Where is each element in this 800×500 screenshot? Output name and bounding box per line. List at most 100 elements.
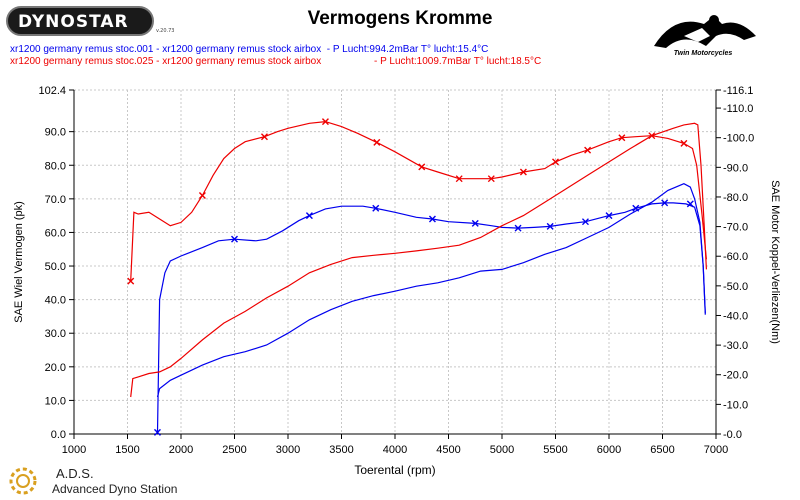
- data-point-blue: [605, 212, 613, 220]
- y-right-tick-label: -60.0: [723, 251, 748, 263]
- series-line-0: [156, 202, 706, 433]
- data-point-blue: [153, 428, 161, 436]
- marker-stroke: [373, 138, 381, 146]
- x-axis-title: Toerental (rpm): [354, 463, 435, 477]
- data-point-blue: [428, 215, 436, 223]
- x-tick-label: 3000: [276, 444, 300, 456]
- y-left-tick-label: 102.4: [38, 85, 66, 97]
- marker-stroke: [198, 191, 206, 199]
- data-point-red: [127, 277, 135, 285]
- chart-labels: 0.0 10.0 20.0 30.0 40.0 50.0 60.0 70.0 80.0 90.0 1…: [13, 85, 781, 477]
- marker-stroke: [487, 175, 495, 183]
- software-version: v.20.73: [156, 28, 175, 34]
- marker-stroke: [153, 428, 161, 436]
- chart-series: [130, 120, 707, 433]
- data-point-blue: [305, 212, 313, 220]
- marker-stroke: [519, 168, 527, 176]
- y-right-tick-label: -50.0: [723, 281, 748, 293]
- data-point-blue: [581, 218, 589, 226]
- y-right-tick-label: -100.0: [723, 133, 754, 145]
- x-tick-label: 5000: [490, 444, 514, 456]
- data-point-red: [618, 134, 626, 142]
- marker-stroke: [632, 204, 640, 212]
- marker-stroke: [471, 219, 479, 227]
- y-right-tick-label: -30.0: [723, 340, 748, 352]
- y-left-tick-label: 30.0: [45, 328, 66, 340]
- marker-stroke: [680, 139, 688, 147]
- y-right-tick-label: -40.0: [723, 310, 748, 322]
- dynostar-logo: DYNOSTAR: [6, 6, 154, 36]
- marker-stroke: [260, 133, 268, 141]
- marker-stroke: [581, 218, 589, 226]
- y-right-tick-label: -20.0: [723, 370, 748, 382]
- brand-text: Twin Motorcycles: [673, 50, 733, 57]
- data-point-red: [418, 163, 426, 171]
- marker-stroke: [584, 146, 592, 154]
- y-right-tick-label: -90.0: [723, 162, 748, 174]
- data-point-red: [321, 118, 329, 126]
- chart-markers: [127, 118, 694, 436]
- marker-stroke: [648, 132, 656, 140]
- legend-run-2: xr1200 germany remus stoc.025 - xr1200 g…: [10, 56, 542, 67]
- marker-stroke: [552, 158, 559, 166]
- company-name: Advanced Dyno Station: [52, 482, 178, 496]
- x-tick-label: 4000: [383, 444, 407, 456]
- series-line-1: [156, 183, 706, 398]
- x-tick-label: 7000: [704, 444, 728, 456]
- data-point-blue: [372, 204, 380, 212]
- x-tick-label: 3500: [329, 444, 353, 456]
- series-line-3: [130, 122, 707, 398]
- marker-stroke: [455, 175, 463, 183]
- y-left-tick-label: 40.0: [45, 295, 66, 307]
- marker-stroke: [305, 212, 313, 220]
- data-point-red: [519, 168, 527, 176]
- data-point-red: [552, 158, 559, 166]
- dynostar-logo-text: DYNOSTAR: [18, 12, 129, 32]
- series-line-2: [130, 120, 707, 282]
- marker-stroke: [231, 235, 238, 243]
- x-tick-label: 5500: [543, 444, 567, 456]
- chart-title: Vermogens Kromme: [307, 8, 493, 29]
- y-left-tick-label: 60.0: [45, 227, 66, 239]
- y-right-tick-label: -110.0: [723, 103, 753, 115]
- marker-stroke: [321, 118, 329, 126]
- y-left-tick-label: 20.0: [45, 362, 66, 374]
- marker-stroke: [661, 199, 669, 207]
- y-left-tick-label: 80.0: [45, 160, 66, 172]
- y-right-tick-label: -0.0: [723, 429, 742, 441]
- y-left-tick-label: 10.0: [45, 395, 66, 407]
- y-right-axis-title: SAE Motor Koppel-Verliezen(Nm): [769, 180, 781, 344]
- data-point-red: [648, 132, 656, 140]
- data-point-blue: [632, 204, 640, 212]
- marker-stroke: [127, 277, 135, 285]
- y-left-tick-label: 90.0: [45, 127, 66, 139]
- data-point-blue: [686, 200, 694, 208]
- data-point-red: [260, 133, 268, 141]
- company-abbr: A.D.S.: [56, 466, 94, 481]
- marker-stroke: [428, 215, 436, 223]
- marker-stroke: [418, 163, 426, 171]
- x-tick-label: 6500: [650, 444, 674, 456]
- legend-run-1: xr1200 germany remus stoc.001 - xr1200 g…: [10, 44, 489, 55]
- marker-stroke: [514, 224, 522, 232]
- marker-stroke: [372, 204, 380, 212]
- x-tick-label: 2000: [169, 444, 193, 456]
- y-left-axis-title: SAE Wiel Vermogen (pk): [13, 201, 25, 323]
- x-tick-label: 6000: [597, 444, 621, 456]
- motorcycle-brand-logo: [654, 15, 756, 48]
- y-right-tick-label: -116.1: [723, 85, 753, 97]
- y-left-tick-label: 0.0: [51, 429, 66, 441]
- y-left-tick-label: 70.0: [45, 194, 66, 206]
- marker-stroke: [686, 200, 694, 208]
- data-point-red: [198, 191, 206, 199]
- y-right-tick-label: -80.0: [723, 192, 748, 204]
- data-point-blue: [546, 222, 554, 230]
- ads-logo-icon: [9, 467, 37, 495]
- data-point-red: [487, 175, 495, 183]
- y-right-tick-label: -70.0: [723, 222, 748, 234]
- x-tick-label: 4500: [436, 444, 460, 456]
- marker-stroke: [546, 222, 554, 230]
- y-left-tick-label: 50.0: [45, 261, 66, 273]
- data-point-blue: [514, 224, 522, 232]
